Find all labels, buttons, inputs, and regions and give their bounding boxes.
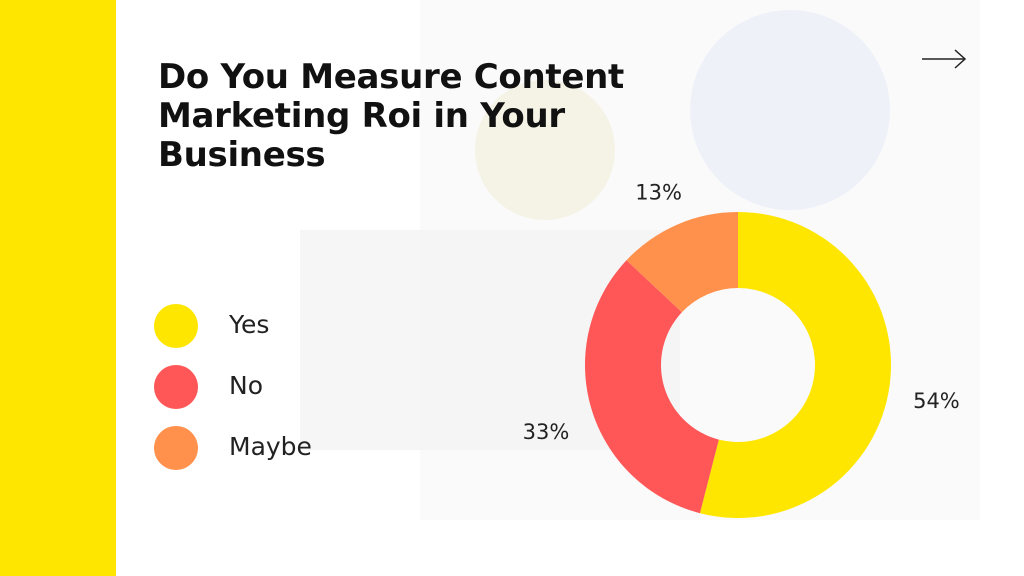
value-label: 54%: [913, 389, 960, 413]
legend-swatch: [154, 426, 198, 470]
slice: [699, 212, 891, 518]
legend-label: No: [229, 371, 263, 400]
legend-label: Yes: [228, 310, 269, 339]
arrow: [922, 49, 967, 69]
chart-title: Do You Measure Content Marketing Roi in …: [158, 57, 624, 175]
legend-swatch: [154, 365, 198, 409]
faint-pie: [690, 10, 890, 210]
value-label: 13%: [635, 180, 682, 204]
faint-pie: [475, 80, 615, 220]
slice: [584, 260, 719, 514]
legend-swatch: [154, 304, 198, 348]
legend-label: Maybe: [229, 432, 312, 461]
slice: [626, 212, 738, 313]
accent-bar: [0, 0, 116, 576]
value-label: 33%: [523, 420, 570, 444]
